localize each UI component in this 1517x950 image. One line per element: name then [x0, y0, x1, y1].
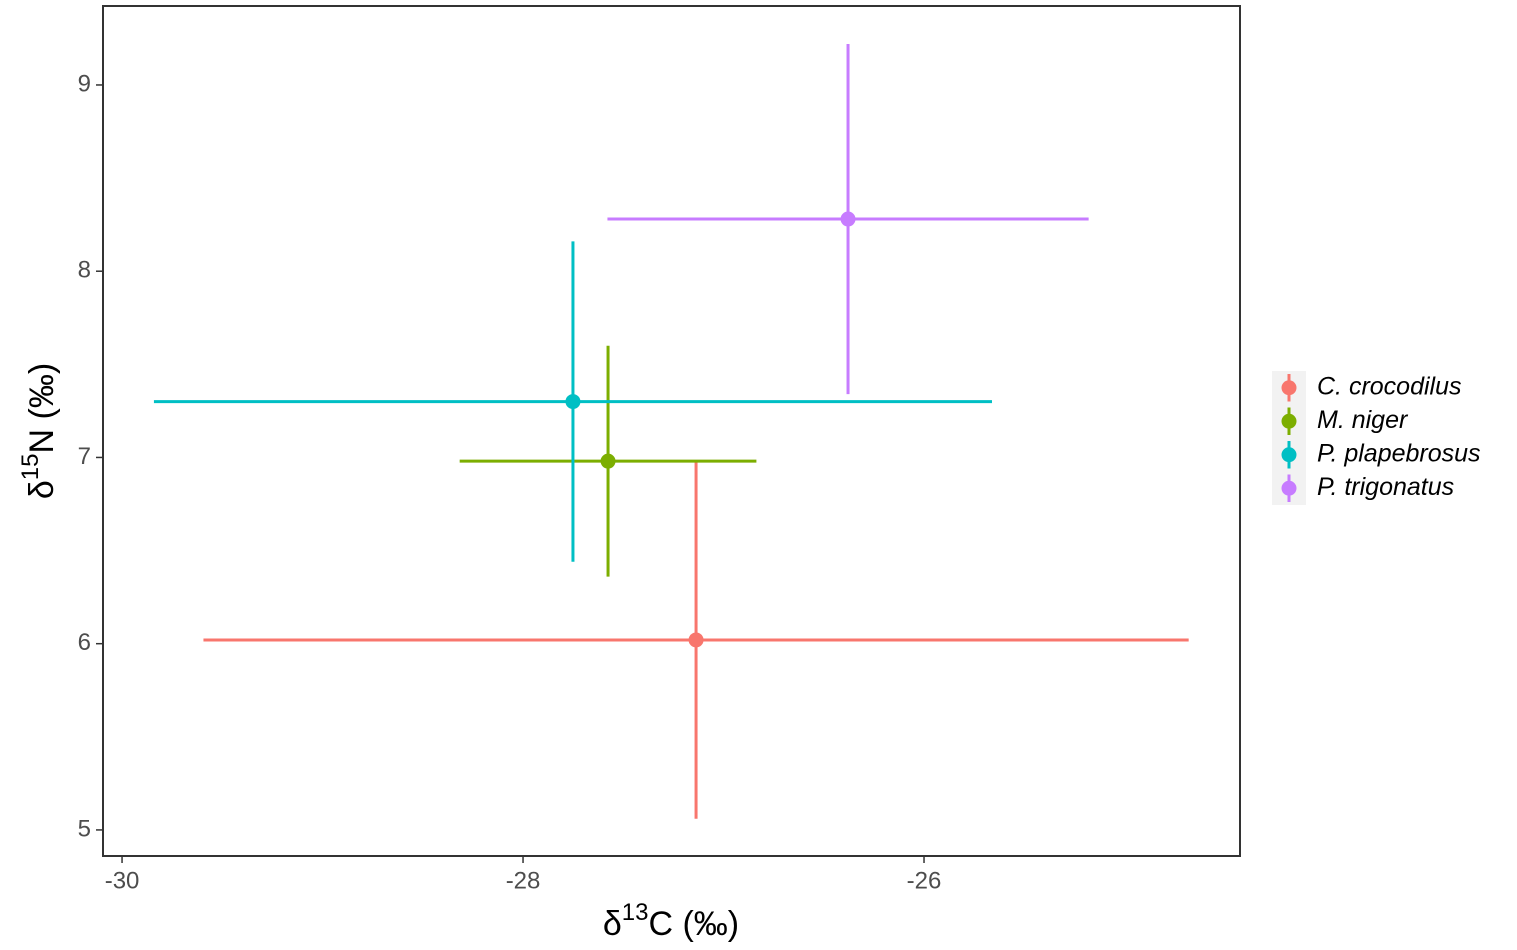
x-tick-label: -30: [105, 867, 140, 894]
legend-label: P. plapebrosus: [1317, 439, 1481, 467]
y-title-sup: 15: [17, 454, 44, 481]
point: [688, 632, 704, 648]
x-tick-label: -26: [907, 867, 942, 894]
legend-label: P. trigonatus: [1317, 473, 1454, 501]
series: [607, 43, 1089, 395]
x-title-suffix: C (‰): [648, 905, 739, 943]
x-title-sup: 13: [622, 899, 649, 926]
point: [840, 211, 856, 227]
legend-key-point: [1281, 480, 1297, 496]
x-title-prefix: δ: [603, 905, 622, 943]
point: [600, 453, 616, 469]
legend-label: M. niger: [1317, 406, 1409, 434]
series: [153, 241, 992, 562]
x-axis-title: δ13C (‰): [603, 899, 739, 943]
legend-key-point: [1281, 447, 1297, 463]
series: [459, 345, 757, 577]
legend-key-point: [1281, 380, 1297, 396]
y-title-prefix: δ: [23, 480, 61, 499]
y-tick-label: 6: [78, 629, 91, 656]
y-tick-label: 5: [78, 815, 91, 842]
point: [565, 394, 581, 410]
y-tick-label: 8: [78, 257, 91, 284]
x-tick-label: -28: [506, 867, 541, 894]
legend-key-point: [1281, 413, 1297, 429]
legend-label: C. crocodilus: [1317, 372, 1462, 400]
series: [203, 461, 1189, 819]
y-tick-label: 9: [78, 70, 91, 97]
y-tick-label: 7: [78, 443, 91, 470]
plot-frame: [102, 5, 1241, 857]
y-title-suffix: N (‰): [23, 363, 61, 454]
y-axis-title: δ15N (‰): [17, 363, 61, 499]
